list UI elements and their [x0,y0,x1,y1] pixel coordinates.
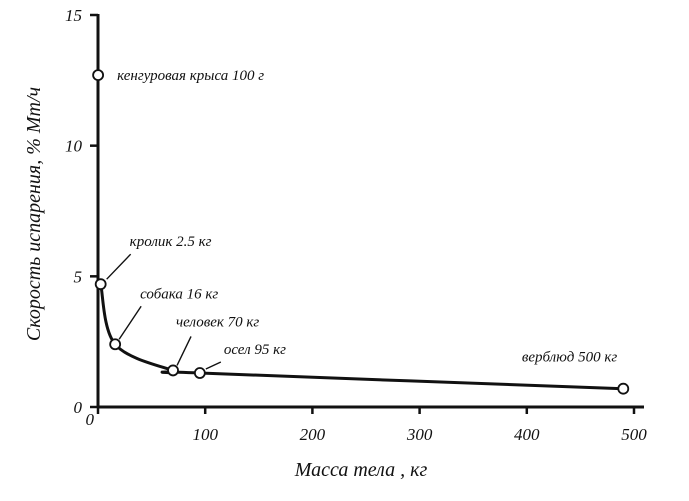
point-label: кенгуровая крыса 100 г [117,68,264,84]
annotation-lines [106,253,222,370]
annotation-leader-line [176,336,192,366]
point-label: осел 95 кг [224,342,286,358]
x-tick-label: 500 [621,425,647,444]
annotation-leader-line [118,305,142,340]
data-point [109,338,122,351]
data-point [92,69,105,82]
x-tick-label: 200 [300,425,326,444]
annotation-leader-line [205,361,222,370]
data-point [193,367,206,379]
data-point [617,382,630,395]
points-layer [92,69,630,395]
point-label: человек 70 кг [176,314,259,330]
x-tick-label: 400 [514,425,540,444]
x-axis-title: Масса тела , кг [294,459,428,481]
x-tick-label: 100 [192,425,218,444]
annotation-leader-line [106,253,132,280]
point-label: верблюд 500 кг [522,350,618,366]
x-tick-label: 300 [406,425,433,444]
y-ticks: 0 5 10 15 [65,6,98,417]
y-tick-label: 0 [74,398,83,417]
y-tick-label: 5 [74,267,83,286]
y-tick-label: 10 [65,137,83,156]
labels-layer: кенгуровая крыса 100 г кролик 2.5 кг собак… [117,68,617,366]
x-ticks: 0 100 200 300 400 500 [86,407,647,444]
y-axis-title: Скорость испарения, % Мт/ч [23,87,45,341]
point-label: собака 16 кг [140,286,218,302]
y-tick-label: 15 [65,6,82,25]
point-label: кролик 2.5 кг [130,234,212,250]
data-point [94,278,107,291]
x-tick-label: 0 [86,410,95,429]
data-point [167,364,179,377]
